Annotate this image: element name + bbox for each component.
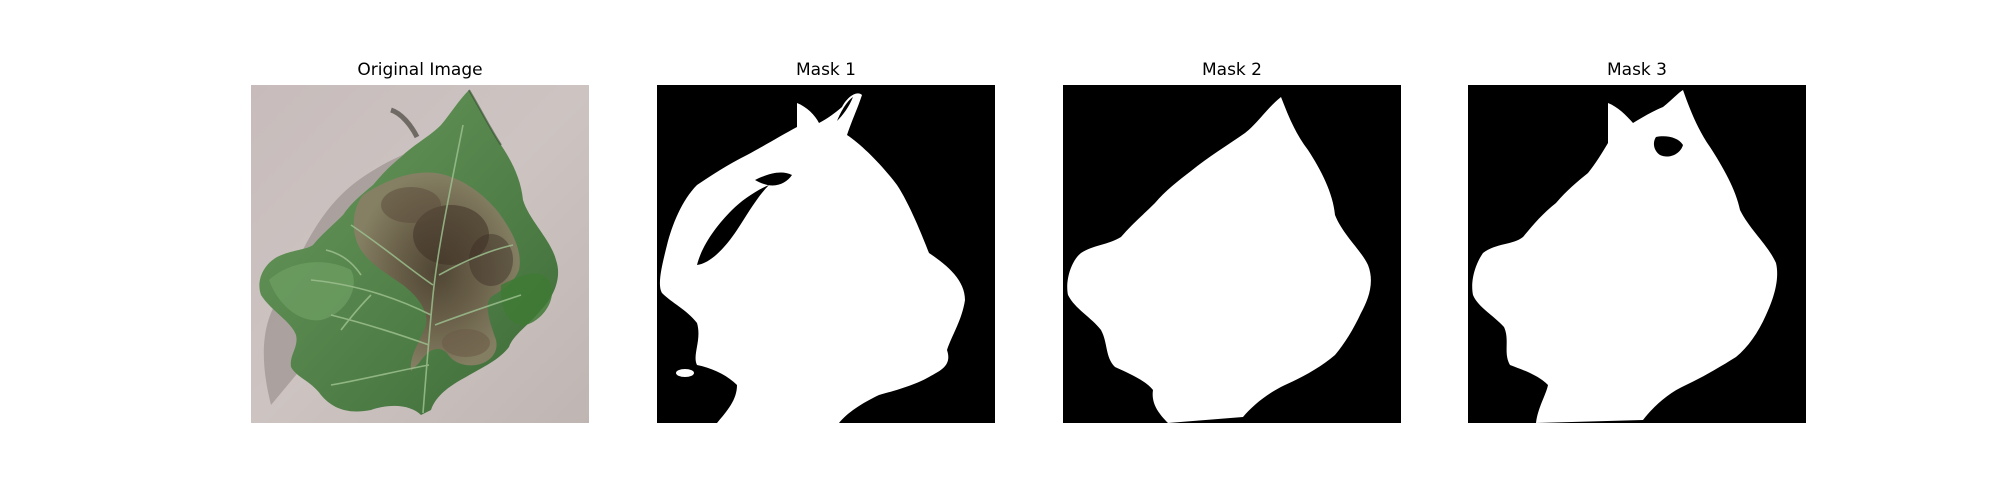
mask-3-title: Mask 3 xyxy=(1606,60,1667,80)
mask-3-panel: Mask 3 xyxy=(1468,55,1806,423)
mask-1-title: Mask 1 xyxy=(795,60,856,80)
original-image-panel: Original Image xyxy=(251,55,589,423)
mask-2-panel: Mask 2 xyxy=(1063,55,1401,423)
mask-1-image xyxy=(657,85,995,423)
original-image-title: Original Image xyxy=(357,60,483,80)
mask-3-image xyxy=(1468,85,1806,423)
mask-2-image xyxy=(1063,85,1401,423)
mask-1-panel: Mask 1 xyxy=(657,55,995,423)
original-leaf-image xyxy=(251,85,589,423)
mask-2-title: Mask 2 xyxy=(1201,60,1262,80)
